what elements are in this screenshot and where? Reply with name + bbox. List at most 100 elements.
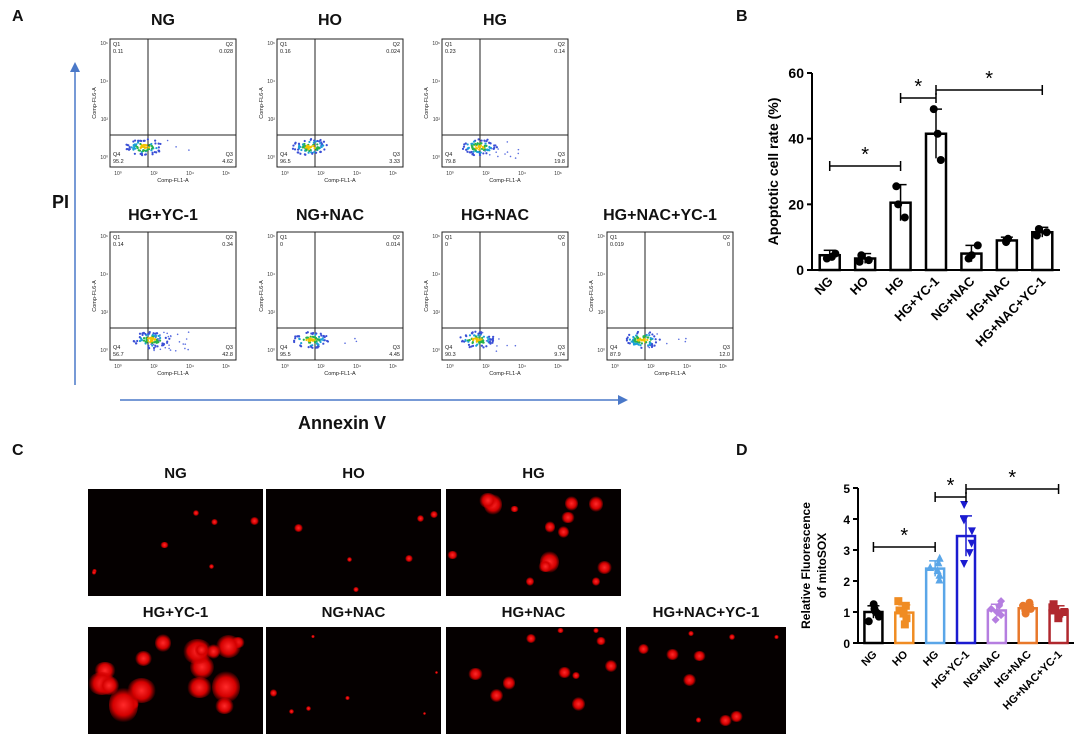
flow-q4-value: 90.3 — [445, 352, 456, 358]
data-point — [892, 182, 901, 191]
flow-event-dot — [299, 152, 302, 155]
flow-event-dot — [182, 343, 185, 345]
flow-event-dot — [316, 343, 320, 346]
fluorescent-cell — [194, 642, 208, 658]
fluorescent-cell — [588, 495, 604, 513]
flow-y-tick: 10² — [433, 117, 441, 123]
flow-x-tick: 10² — [150, 171, 158, 177]
flow-plot-frame — [109, 38, 237, 168]
flow-event-dot — [310, 151, 313, 154]
flow-y-tick: 10⁰ — [432, 155, 440, 161]
flow-y-tick: 10² — [598, 310, 606, 316]
flow-event-dot — [354, 337, 356, 340]
data-point — [894, 597, 903, 606]
flow-event-dot — [165, 342, 168, 344]
flow-event-dot — [639, 344, 642, 347]
data-point — [1025, 598, 1034, 607]
flow-q1-label: Q1 — [610, 235, 617, 241]
flow-q1-value: 0 — [280, 242, 283, 248]
flow-event-dot — [650, 343, 654, 346]
micro-image — [626, 627, 786, 734]
flow-event-dot — [147, 347, 150, 350]
flow-event-dot — [685, 337, 687, 340]
flow-event-dot — [144, 332, 147, 336]
flow-event-dot — [485, 340, 488, 342]
flow-event-dot — [138, 339, 142, 343]
flow-event-dot — [300, 341, 303, 345]
flow-q3-value: 4.62 — [222, 159, 233, 165]
x-category-label: HG — [921, 649, 941, 669]
flow-event-dot — [309, 137, 313, 141]
flow-y-tick: 10⁴ — [267, 79, 275, 85]
flow-q2-value: 0.34 — [222, 242, 233, 248]
flow-x-tick: 10⁰ — [281, 171, 289, 177]
flow-event-dot — [313, 340, 317, 343]
flow-x-tick: 10⁶ — [389, 364, 397, 370]
flow-event-dot — [150, 142, 153, 146]
flow-event-dot — [175, 146, 177, 148]
data-point — [1055, 609, 1064, 618]
flow-event-dot — [147, 337, 150, 340]
flow-event-dot — [468, 339, 471, 342]
flow-event-dot — [143, 149, 146, 152]
flow-x-tick: 10⁶ — [389, 171, 397, 177]
data-point — [869, 600, 878, 609]
flow-event-dot — [157, 334, 160, 338]
fluorescent-cell — [526, 634, 536, 644]
data-point — [1034, 224, 1043, 233]
flow-y-arrow — [70, 62, 80, 385]
fluorescent-cell — [591, 576, 601, 586]
data-point — [1019, 601, 1028, 610]
flow-event-dot — [482, 339, 485, 342]
flow-event-dot — [638, 341, 641, 344]
flow-event-dot — [125, 143, 128, 146]
flow-q4-value: 95.2 — [113, 159, 124, 165]
flow-event-dot — [475, 143, 478, 146]
flow-plot-xlabel: Comp-FL1-A — [324, 178, 356, 184]
flow-event-dot — [308, 140, 311, 144]
flow-q2-label: Q2 — [226, 235, 233, 241]
flow-plot: Q1 0.14 Q2 0.34 Q3 42.8 Q4 56.7 10⁰ 10⁰ 10² 10² 10⁴ 1… — [88, 228, 238, 377]
fluorescent-cell — [416, 514, 424, 522]
flow-plot-title: HG — [483, 12, 507, 29]
flow-event-dot — [497, 155, 499, 158]
flow-event-dot — [151, 151, 154, 154]
flow-plot-ylabel: Comp-FL6-A — [259, 87, 265, 119]
flow-event-dot — [481, 331, 484, 334]
flow-y-tick: 10⁰ — [597, 348, 605, 354]
flow-x-tick: 10⁰ — [114, 364, 122, 370]
flow-q4-value: 96.5 — [280, 159, 291, 165]
flow-event-dot — [506, 151, 509, 153]
flow-event-dot — [311, 339, 315, 342]
data-point — [901, 601, 910, 610]
flow-event-dot — [130, 146, 133, 149]
flow-event-dot — [632, 335, 635, 339]
flow-q3-label: Q3 — [226, 152, 233, 158]
flow-event-dot — [477, 332, 480, 335]
panel-label-a: A — [12, 8, 24, 25]
data-point — [936, 156, 945, 165]
data-point — [929, 105, 938, 114]
fluorescent-cell — [447, 550, 459, 560]
flow-y-tick: 10² — [101, 117, 109, 123]
flow-q2-label: Q2 — [226, 42, 233, 48]
flow-event-dot — [322, 144, 325, 147]
flow-event-dot — [312, 141, 315, 144]
fluorescent-cell — [192, 509, 200, 516]
panel-label-d: D — [736, 442, 748, 459]
flow-event-dot — [476, 150, 479, 154]
flow-event-dot — [153, 337, 157, 341]
flow-event-dot — [465, 148, 468, 151]
fluorescent-cell — [596, 637, 606, 645]
flow-event-dot — [152, 346, 156, 350]
flow-event-dot — [645, 341, 648, 344]
flow-q3-value: 4.45 — [389, 352, 400, 358]
data-point — [864, 617, 873, 626]
flow-event-dot — [495, 151, 497, 153]
flow-y-tick: 10² — [268, 310, 276, 316]
flow-q1-label: Q1 — [445, 235, 452, 241]
flow-event-dot — [646, 336, 649, 339]
flow-event-dot — [653, 344, 656, 347]
flow-event-dot — [484, 142, 487, 145]
flow-plot-frame — [276, 38, 404, 168]
